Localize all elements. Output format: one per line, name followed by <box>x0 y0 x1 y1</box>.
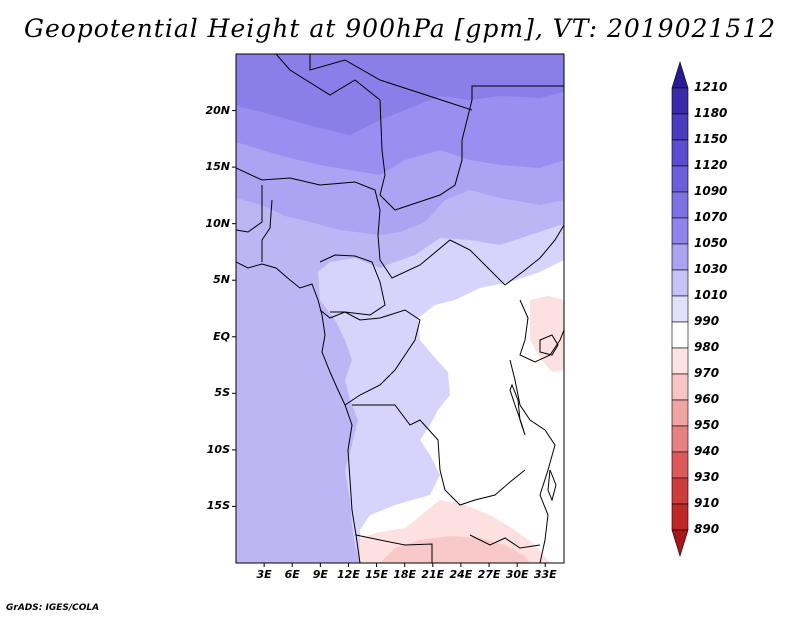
colorbar-swatch <box>671 243 689 271</box>
lake-tanganyika <box>509 383 526 436</box>
lat-label: 10S <box>206 442 230 456</box>
coastlines-borders <box>236 54 564 563</box>
colorbar-swatch <box>671 399 689 427</box>
lon-label: 6E <box>284 568 300 581</box>
colorbar-label: 960 <box>694 392 720 406</box>
border-central-1 <box>319 254 386 319</box>
colorbar-label: 940 <box>694 444 720 458</box>
colorbar-swatch <box>671 113 689 141</box>
colorbar-swatch <box>671 425 689 453</box>
colorbar-label: 1210 <box>694 80 728 94</box>
colorbar-cap-top <box>671 60 689 89</box>
lat-ticks <box>232 110 236 507</box>
colorbar-swatch <box>671 373 689 401</box>
lat-label: 10N <box>205 216 230 230</box>
colorbar-cap-bottom <box>671 529 689 558</box>
lake-malawi <box>547 469 557 502</box>
colorbar-label: 890 <box>694 522 720 536</box>
colorbar-swatch <box>671 191 689 219</box>
colorbar-swatch <box>671 87 689 115</box>
band-980-east <box>530 296 564 372</box>
colorbar-label: 1010 <box>694 288 728 302</box>
map-frame <box>235 53 565 564</box>
colorbar-swatch <box>671 295 689 323</box>
band-990 <box>360 260 564 563</box>
grads-credit: GrADS: IGES/COLA <box>6 603 100 613</box>
border-north-1 <box>275 54 564 211</box>
lat-label: 5N <box>213 273 230 287</box>
colorbar-swatch <box>671 165 689 193</box>
colorbar-label: 1030 <box>694 262 728 276</box>
coastline <box>236 261 361 563</box>
lon-label: 3E <box>256 568 272 581</box>
lat-label: 15N <box>205 160 230 174</box>
colorbar-swatch <box>671 451 689 479</box>
colorbar-label: 1180 <box>694 106 728 120</box>
colorbar-label: 980 <box>694 340 720 354</box>
colorbar-swatch <box>671 269 689 297</box>
lake-victoria <box>539 334 559 356</box>
colorbar-swatch <box>671 347 689 375</box>
colorbar-label: 950 <box>694 418 720 432</box>
colorbar-swatch <box>671 503 689 531</box>
border-central-2 <box>330 309 421 406</box>
border-lakes-1 <box>509 359 556 563</box>
colorbar-label: 1150 <box>694 132 728 146</box>
lon-label: 30E <box>505 568 529 581</box>
colorbar-swatch <box>671 217 689 245</box>
lat-label: EQ <box>213 329 230 343</box>
border-central-3 <box>352 404 526 506</box>
colorbar-label: 1090 <box>694 184 728 198</box>
lon-label: 18E <box>393 568 417 581</box>
lat-label: 5S <box>214 386 230 400</box>
map-title: Geopotential Height at 900hPa [gpm], VT:… <box>23 14 777 43</box>
border-west <box>236 185 263 233</box>
lon-label: 12E <box>337 568 360 581</box>
colorbar-label: 1070 <box>694 210 728 224</box>
colorbar-label: 1050 <box>694 236 728 250</box>
border-north-2 <box>309 54 473 111</box>
lon-label: 27E <box>477 568 501 581</box>
colorbar <box>671 60 689 558</box>
border-west-2 <box>261 199 273 262</box>
lat-label: 20N <box>205 103 230 117</box>
lon-ticks <box>263 563 546 567</box>
lon-label: 15E <box>365 568 388 581</box>
colorbar-label: 1120 <box>694 158 728 172</box>
lon-label: 24E <box>449 568 473 581</box>
colorbar-label: 970 <box>694 366 720 380</box>
lat-label: 15S <box>206 499 230 513</box>
border-east <box>469 534 541 549</box>
lon-label: 9E <box>312 568 328 581</box>
height-field <box>236 54 564 563</box>
lon-label: 21E <box>421 568 445 581</box>
band-970-south <box>380 536 530 563</box>
border-lakes-2 <box>519 299 564 363</box>
colorbar-label: 910 <box>694 496 720 510</box>
colorbar-label: 990 <box>694 314 720 328</box>
colorbar-swatch <box>671 321 689 349</box>
colorbar-swatch <box>671 477 689 505</box>
border-southern <box>355 534 433 563</box>
colorbar-label: 930 <box>694 470 720 484</box>
colorbar-swatch <box>671 139 689 167</box>
border-sahel <box>236 167 564 286</box>
lon-label: 33E <box>533 568 557 581</box>
band-1090 <box>236 54 564 135</box>
